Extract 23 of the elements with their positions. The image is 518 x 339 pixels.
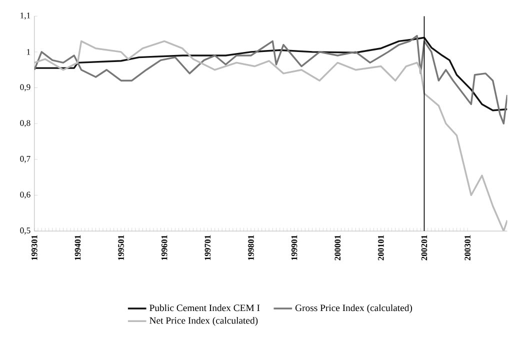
x-tick-label: 199501 bbox=[118, 236, 124, 260]
x-tick-label: 200101 bbox=[378, 236, 384, 261]
x-tick-label: 199901 bbox=[291, 236, 298, 260]
legend-label: Net Price Index (calculated) bbox=[150, 317, 258, 326]
x-tick-label: 199801 bbox=[248, 236, 254, 260]
y-tick-label: 1 bbox=[27, 49, 30, 56]
y-tick-label: 0,9 bbox=[20, 84, 30, 92]
x-tick-label: 199401 bbox=[74, 236, 81, 260]
y-tick-label: 1,1 bbox=[20, 12, 30, 20]
legend-label: Gross Price Index (calculated) bbox=[295, 304, 412, 314]
x-tick-label: 199601 bbox=[161, 236, 168, 260]
y-tick-label: 0,8 bbox=[20, 120, 30, 128]
y-tick-label: 0,6 bbox=[20, 192, 30, 199]
x-tick-label: 200201 bbox=[421, 236, 428, 261]
legend-label: Public Cement Index CEM I bbox=[150, 304, 260, 312]
line-series bbox=[34, 36, 508, 112]
x-tick-label: 199301 bbox=[32, 236, 38, 260]
x-tick-label: 200301 bbox=[464, 236, 470, 261]
x-tick-label: 200001 bbox=[334, 236, 340, 261]
x-tick-label: 199701 bbox=[204, 236, 211, 260]
y-tick-label: 0,5 bbox=[20, 228, 30, 235]
line-series bbox=[34, 35, 508, 125]
y-tick-label: 0,7 bbox=[20, 156, 30, 164]
